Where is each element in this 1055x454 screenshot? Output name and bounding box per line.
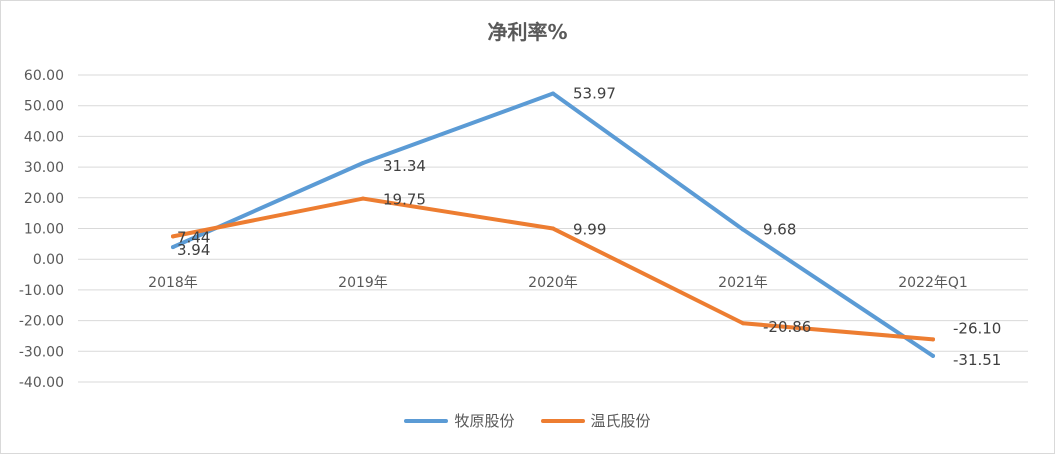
- data-label-series-1: 9.68: [763, 220, 796, 238]
- data-label-series-1: 53.97: [573, 85, 616, 103]
- legend-label-series-2: 温氏股份: [590, 412, 651, 430]
- data-label-series-2: -20.86: [763, 318, 811, 336]
- x-tick-label: 2021年: [718, 275, 768, 291]
- data-point-series-1: [361, 160, 365, 165]
- data-label-series-2: 19.75: [383, 191, 426, 209]
- y-tick-label: 10.00: [24, 222, 64, 238]
- x-tick-label: 2019年: [338, 275, 388, 291]
- data-point-series-2: [171, 234, 175, 239]
- chart-title: 净利率%: [487, 20, 568, 44]
- data-label-series-1: 31.34: [383, 157, 426, 175]
- x-tick-label: 2018年: [148, 275, 198, 291]
- data-point-series-1: [551, 91, 555, 96]
- y-tick-label: 40.00: [24, 129, 64, 145]
- data-label-series-2: -26.10: [953, 319, 1001, 337]
- data-label-series-1: 3.94: [177, 241, 210, 259]
- y-tick-label: 20.00: [24, 191, 64, 207]
- legend-item-series-1: 牧原股份: [404, 410, 515, 431]
- data-label-series-2: 7.44: [177, 228, 210, 246]
- series-line-2: [171, 196, 935, 342]
- y-tick-label: 60.00: [24, 68, 64, 84]
- y-tick-label: -40.00: [19, 375, 64, 391]
- data-point-series-2: [741, 321, 745, 326]
- data-label-series-2: 9.99: [573, 221, 606, 239]
- x-tick-label: 2022年Q1: [898, 275, 968, 291]
- x-tick-label: 2020年: [528, 275, 578, 291]
- data-point-series-1: [741, 227, 745, 232]
- y-tick-label: 0.00: [33, 252, 64, 268]
- data-point-series-2: [931, 337, 935, 342]
- y-tick-label: 50.00: [24, 99, 64, 115]
- y-tick-label: -10.00: [19, 283, 64, 299]
- y-tick-label: 30.00: [24, 160, 64, 176]
- data-label-series-1: -31.51: [953, 351, 1001, 369]
- data-point-series-1: [931, 353, 935, 358]
- legend-item-series-2: 温氏股份: [540, 410, 651, 431]
- data-point-series-2: [551, 226, 555, 231]
- y-tick-label: -30.00: [19, 344, 64, 360]
- legend-line-series-1: [404, 418, 449, 423]
- legend-line-series-2: [540, 418, 585, 423]
- legend-label-series-1: 牧原股份: [454, 412, 515, 430]
- data-point-series-1: [171, 245, 175, 250]
- legend: 牧原股份 温氏股份: [0, 410, 1055, 431]
- data-point-series-2: [361, 196, 365, 201]
- series-line-1: [171, 91, 935, 358]
- y-tick-label: -20.00: [19, 314, 64, 330]
